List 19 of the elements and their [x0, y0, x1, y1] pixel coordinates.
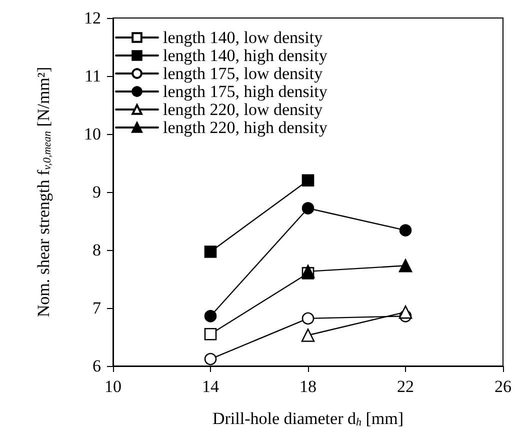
- y-tick-label: 7: [92, 298, 102, 318]
- legend-label: length 220, low density: [163, 100, 324, 119]
- x-tick-label: 14: [202, 377, 220, 396]
- y-tick-label: 10: [84, 124, 101, 144]
- x-tick-label: 18: [300, 377, 316, 396]
- y-tick-label: 9: [92, 182, 101, 202]
- legend-label: length 175, high density: [163, 82, 328, 101]
- legend-label: length 140, low density: [163, 28, 324, 47]
- x-tick-label: 22: [397, 377, 414, 396]
- legend-label: length 175, low density: [163, 64, 324, 83]
- x-tick-label: 26: [494, 377, 512, 396]
- legend-label: length 220, high density: [163, 118, 328, 137]
- y-tick-label: 6: [92, 356, 101, 376]
- y-axis-title: Nom. shear strength fv,0,mean [N/mm²]: [34, 66, 54, 318]
- legend-label: length 140, high density: [163, 46, 328, 65]
- y-tick-label: 11: [84, 66, 101, 86]
- x-tick-label: 10: [104, 377, 122, 396]
- y-tick-label: 8: [92, 240, 101, 260]
- y-tick-label: 12: [84, 8, 101, 28]
